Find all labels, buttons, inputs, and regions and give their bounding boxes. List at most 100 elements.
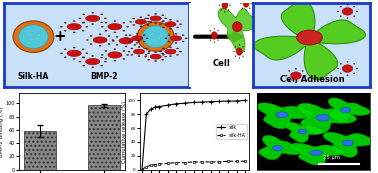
- Ellipse shape: [36, 38, 38, 39]
- Circle shape: [165, 49, 176, 54]
- Ellipse shape: [86, 53, 88, 54]
- Ellipse shape: [91, 67, 94, 68]
- Circle shape: [86, 58, 100, 65]
- Circle shape: [132, 36, 143, 41]
- silk-HA: [153, 164, 157, 166]
- silk: [209, 101, 213, 103]
- Ellipse shape: [150, 21, 152, 22]
- Ellipse shape: [138, 40, 140, 41]
- Circle shape: [291, 72, 301, 79]
- Polygon shape: [257, 103, 312, 129]
- Circle shape: [150, 54, 161, 59]
- Polygon shape: [285, 122, 323, 143]
- Ellipse shape: [221, 0, 222, 1]
- Ellipse shape: [91, 55, 94, 56]
- Ellipse shape: [73, 47, 75, 48]
- Ellipse shape: [169, 47, 172, 48]
- Ellipse shape: [305, 75, 306, 76]
- Ellipse shape: [155, 52, 157, 53]
- Ellipse shape: [340, 63, 341, 64]
- silk-HA: [226, 160, 230, 162]
- Ellipse shape: [180, 24, 181, 25]
- Ellipse shape: [146, 38, 148, 39]
- Ellipse shape: [230, 5, 231, 6]
- Ellipse shape: [29, 34, 31, 35]
- Ellipse shape: [214, 28, 215, 29]
- silk: [226, 100, 230, 102]
- Text: Cell Adhesion: Cell Adhesion: [280, 75, 344, 84]
- Ellipse shape: [276, 112, 288, 118]
- Ellipse shape: [101, 65, 103, 66]
- Y-axis label: Cumulative release (%): Cumulative release (%): [122, 100, 127, 163]
- Ellipse shape: [104, 61, 107, 62]
- silk: [157, 106, 161, 108]
- Ellipse shape: [210, 30, 211, 31]
- Text: Cell: Cell: [212, 59, 230, 68]
- Text: BMP-2: BMP-2: [90, 72, 118, 81]
- Ellipse shape: [316, 114, 330, 121]
- Ellipse shape: [147, 15, 150, 16]
- Polygon shape: [328, 98, 370, 122]
- Ellipse shape: [83, 14, 85, 15]
- Ellipse shape: [147, 59, 150, 60]
- silk-HA: [144, 166, 149, 168]
- Ellipse shape: [353, 6, 355, 7]
- Ellipse shape: [177, 27, 179, 28]
- Ellipse shape: [214, 42, 215, 43]
- Ellipse shape: [147, 21, 150, 22]
- Ellipse shape: [235, 56, 236, 57]
- Ellipse shape: [127, 26, 129, 27]
- Ellipse shape: [144, 56, 147, 57]
- Line: silk: silk: [140, 98, 247, 172]
- Ellipse shape: [116, 36, 118, 37]
- Ellipse shape: [83, 65, 85, 66]
- Ellipse shape: [228, 0, 229, 1]
- Ellipse shape: [340, 73, 341, 74]
- Ellipse shape: [91, 12, 94, 13]
- Ellipse shape: [99, 45, 101, 46]
- Ellipse shape: [128, 51, 130, 52]
- Ellipse shape: [353, 63, 355, 64]
- Ellipse shape: [162, 59, 164, 60]
- Ellipse shape: [288, 80, 290, 81]
- silk-HA: [209, 161, 213, 163]
- Ellipse shape: [356, 68, 358, 69]
- Ellipse shape: [108, 35, 110, 37]
- silk: [191, 101, 196, 103]
- Ellipse shape: [101, 22, 103, 23]
- Polygon shape: [297, 103, 356, 133]
- Ellipse shape: [239, 44, 240, 45]
- Ellipse shape: [288, 70, 290, 71]
- Ellipse shape: [165, 38, 167, 39]
- Ellipse shape: [162, 15, 164, 16]
- Ellipse shape: [129, 41, 131, 42]
- Ellipse shape: [356, 11, 358, 12]
- Ellipse shape: [64, 49, 66, 50]
- Ellipse shape: [123, 30, 125, 31]
- Text: 25 μm: 25 μm: [323, 155, 340, 160]
- Ellipse shape: [86, 26, 88, 27]
- Ellipse shape: [310, 150, 322, 155]
- Ellipse shape: [219, 5, 220, 6]
- Ellipse shape: [82, 22, 84, 23]
- Ellipse shape: [112, 40, 115, 41]
- Ellipse shape: [162, 21, 164, 22]
- Ellipse shape: [168, 35, 170, 36]
- Ellipse shape: [143, 26, 169, 48]
- silk: [243, 99, 248, 101]
- Ellipse shape: [83, 57, 85, 58]
- Ellipse shape: [13, 21, 54, 52]
- Ellipse shape: [145, 54, 147, 55]
- Ellipse shape: [123, 22, 125, 23]
- Ellipse shape: [112, 39, 114, 40]
- Ellipse shape: [155, 61, 157, 62]
- Ellipse shape: [140, 17, 142, 18]
- Ellipse shape: [162, 27, 164, 28]
- Ellipse shape: [101, 54, 103, 55]
- Polygon shape: [259, 135, 302, 160]
- Ellipse shape: [125, 46, 127, 47]
- Ellipse shape: [140, 26, 142, 27]
- Ellipse shape: [177, 54, 179, 55]
- Polygon shape: [323, 132, 373, 157]
- Ellipse shape: [138, 47, 140, 48]
